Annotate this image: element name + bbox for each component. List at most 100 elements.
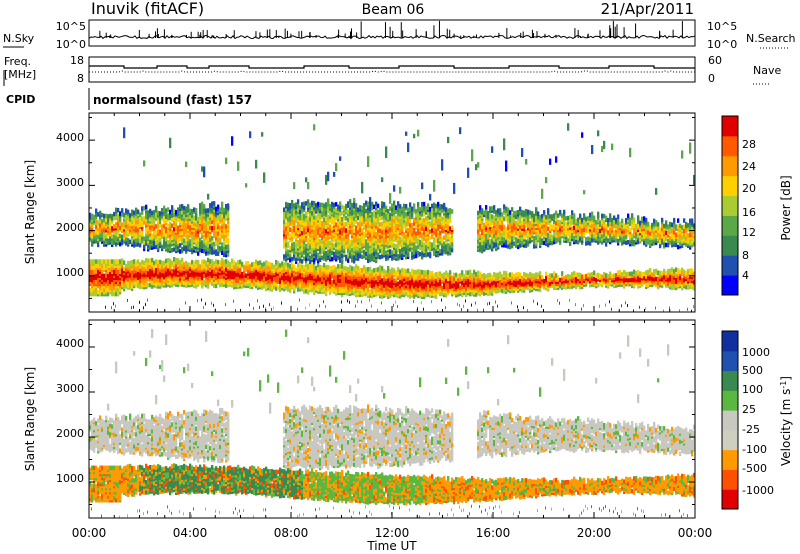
data-cell <box>105 217 108 223</box>
data-cell <box>123 212 126 218</box>
data-cell <box>439 240 442 246</box>
data-cell <box>165 214 168 220</box>
data-cell <box>295 257 298 262</box>
data-cell <box>363 203 366 208</box>
data-cell <box>147 230 150 236</box>
data-cell <box>361 300 362 304</box>
data-cell <box>309 263 312 268</box>
data-cell <box>305 211 308 216</box>
data-cell <box>287 270 290 276</box>
data-cell <box>425 270 428 275</box>
data-cell <box>205 260 208 266</box>
data-cell <box>375 213 378 219</box>
data-cell <box>297 199 300 204</box>
data-cell <box>209 203 212 208</box>
data-cell <box>371 269 374 274</box>
data-cell <box>349 199 352 204</box>
data-cell <box>377 213 380 219</box>
data-cell <box>143 205 146 211</box>
data-cell <box>395 205 398 210</box>
data-cell <box>417 244 420 250</box>
data-cell <box>291 272 294 278</box>
data-cell <box>391 225 394 231</box>
data-cell <box>107 214 110 219</box>
data-cell <box>371 201 374 207</box>
data-cell <box>155 267 158 273</box>
data-cell <box>149 270 152 276</box>
data-cell <box>393 284 396 290</box>
data-cell <box>389 226 392 232</box>
data-cell <box>345 222 348 227</box>
data-cell <box>211 207 214 213</box>
data-cell <box>419 273 422 279</box>
data-cell <box>303 264 306 270</box>
data-cell <box>113 234 116 239</box>
data-cell <box>283 219 286 225</box>
data-cell <box>365 208 368 214</box>
data-cell <box>209 207 212 212</box>
data-cell <box>349 265 352 270</box>
data-cell <box>159 229 162 234</box>
data-cell <box>117 214 120 219</box>
data-cell <box>109 279 112 285</box>
data-cell <box>443 272 446 277</box>
data-cell <box>125 216 128 222</box>
data-cell <box>261 266 264 272</box>
data-cell <box>431 270 434 276</box>
data-cell <box>175 224 178 229</box>
data-cell <box>133 224 136 230</box>
data-cell <box>417 201 420 207</box>
data-cell <box>133 241 136 246</box>
data-cell <box>161 244 164 250</box>
data-cell <box>305 217 308 222</box>
data-cell <box>175 257 178 263</box>
data-cell <box>213 211 216 216</box>
data-cell <box>183 238 186 243</box>
data-cell <box>111 259 114 264</box>
power-heatmap <box>89 123 695 312</box>
data-cell <box>259 305 260 309</box>
data-cell <box>271 283 274 288</box>
data-cell <box>117 207 120 213</box>
data-cell <box>363 265 366 270</box>
data-cell <box>153 209 156 215</box>
data-cell <box>299 215 302 221</box>
data-cell <box>127 283 130 288</box>
data-cell <box>341 229 344 234</box>
data-cell <box>275 272 278 277</box>
data-cell <box>405 212 408 217</box>
data-cell <box>161 224 164 229</box>
data-cell <box>341 300 342 304</box>
data-cell <box>411 222 414 228</box>
data-cell <box>321 225 324 230</box>
data-cell <box>287 202 290 208</box>
data-cell <box>437 277 440 283</box>
data-cell <box>421 269 424 275</box>
data-cell <box>381 177 384 183</box>
data-cell <box>263 282 266 287</box>
data-cell <box>323 209 326 215</box>
data-cell <box>123 266 126 272</box>
data-cell <box>165 218 168 224</box>
data-cell <box>369 237 372 242</box>
data-cell <box>201 259 204 265</box>
data-cell <box>173 216 176 222</box>
data-cell <box>225 267 228 272</box>
data-cell <box>441 220 444 226</box>
data-cell <box>247 261 250 266</box>
data-cell <box>389 249 392 254</box>
data-cell <box>325 305 326 309</box>
data-cell <box>189 245 192 250</box>
data-cell <box>177 280 180 286</box>
data-cell <box>351 266 354 271</box>
data-cell <box>185 245 188 250</box>
data-cell <box>421 240 424 246</box>
data-cell <box>375 217 378 223</box>
data-cell <box>403 232 406 237</box>
data-cell <box>139 212 142 217</box>
data-cell <box>211 259 214 264</box>
data-cell <box>433 249 436 254</box>
data-cell <box>283 254 286 259</box>
data-cell <box>305 262 308 267</box>
data-cell <box>431 213 434 219</box>
